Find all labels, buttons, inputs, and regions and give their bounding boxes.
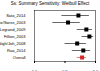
svg-text:0.5: 0.5 [62,69,68,71]
svg-text:Legrand_2009: Legrand_2009 [0,27,26,32]
svg-text:Rao_2014: Rao_2014 [7,48,26,53]
svg-text:Overall: Overall [13,55,26,60]
svg-text:Lane/Swiss_2003: Lane/Swiss_2003 [0,20,26,25]
svg-text:Sato_2014: Sato_2014 [6,13,26,18]
svg-text:1.0: 1.0 [93,69,99,71]
html-text:Ss: Summary Sensitivity: Weibu: Ss: Summary Sensitivity: Weibull Effect [10,1,90,6]
svg-text:Fillion_2003: Fillion_2003 [4,34,26,39]
svg-text:0.0: 0.0 [32,69,38,71]
svg-text:Nigh/Joh_2008: Nigh/Joh_2008 [0,41,26,46]
